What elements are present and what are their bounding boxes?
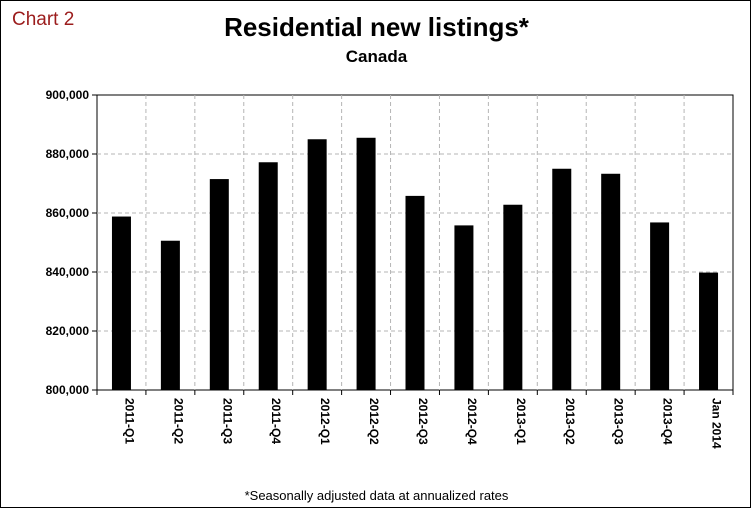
y-tick-label: 840,000 [46, 265, 90, 279]
x-tick-label: 2011-Q4 [269, 398, 283, 444]
x-tick-label: 2013-Q1 [514, 398, 528, 445]
bar-jan-2014 [699, 272, 719, 390]
bar-2013-q4 [650, 222, 670, 390]
y-tick-label: 900,000 [46, 88, 90, 102]
bar-2013-q2 [552, 168, 572, 390]
x-tick-label: Jan 2014 [710, 398, 724, 449]
bar-2012-q1 [307, 139, 327, 390]
chart-title: Residential new listings* [224, 12, 529, 42]
bar-2012-q4 [454, 225, 474, 390]
y-tick-label: 800,000 [46, 383, 90, 397]
x-axis-ticks: 2011-Q1 2011-Q2 2011-Q3 2011-Q4 2012-Q1 2012-… [96, 390, 734, 449]
x-tick-label: 2013-Q2 [563, 398, 577, 445]
x-tick-label: 2012-Q4 [465, 398, 479, 445]
footnote: *Seasonally adjusted data at annualized … [244, 488, 509, 503]
bar-2011-q1 [111, 216, 131, 390]
chart-subtitle: Canada [345, 47, 408, 66]
bar-2011-q2 [160, 240, 180, 390]
x-tick-label: 2013-Q4 [661, 398, 675, 445]
bar-2012-q3 [405, 195, 425, 390]
chart-number-label: Chart 2 [12, 9, 75, 30]
y-tick-label: 860,000 [46, 206, 90, 220]
x-tick-label: 2011-Q3 [220, 398, 234, 444]
bar-2013-q1 [503, 204, 523, 390]
y-tick-label: 880,000 [46, 147, 90, 161]
bar-2011-q4 [258, 162, 278, 390]
x-tick-label: 2011-Q1 [122, 398, 136, 444]
x-tick-label: 2012-Q3 [416, 398, 430, 445]
bar-2012-q2 [356, 137, 376, 390]
y-axis-ticks: 900,000 880,000 860,000 840,000 820,000 800,0… [46, 88, 97, 397]
bar-2011-q3 [209, 179, 229, 390]
bar-2013-q3 [601, 173, 621, 390]
x-tick-label: 2012-Q2 [367, 398, 381, 445]
x-tick-label: 2011-Q2 [171, 398, 185, 444]
bars [111, 137, 719, 390]
x-tick-label: 2012-Q1 [318, 398, 332, 445]
x-tick-label: 2013-Q3 [612, 398, 626, 445]
y-tick-label: 820,000 [46, 324, 90, 338]
